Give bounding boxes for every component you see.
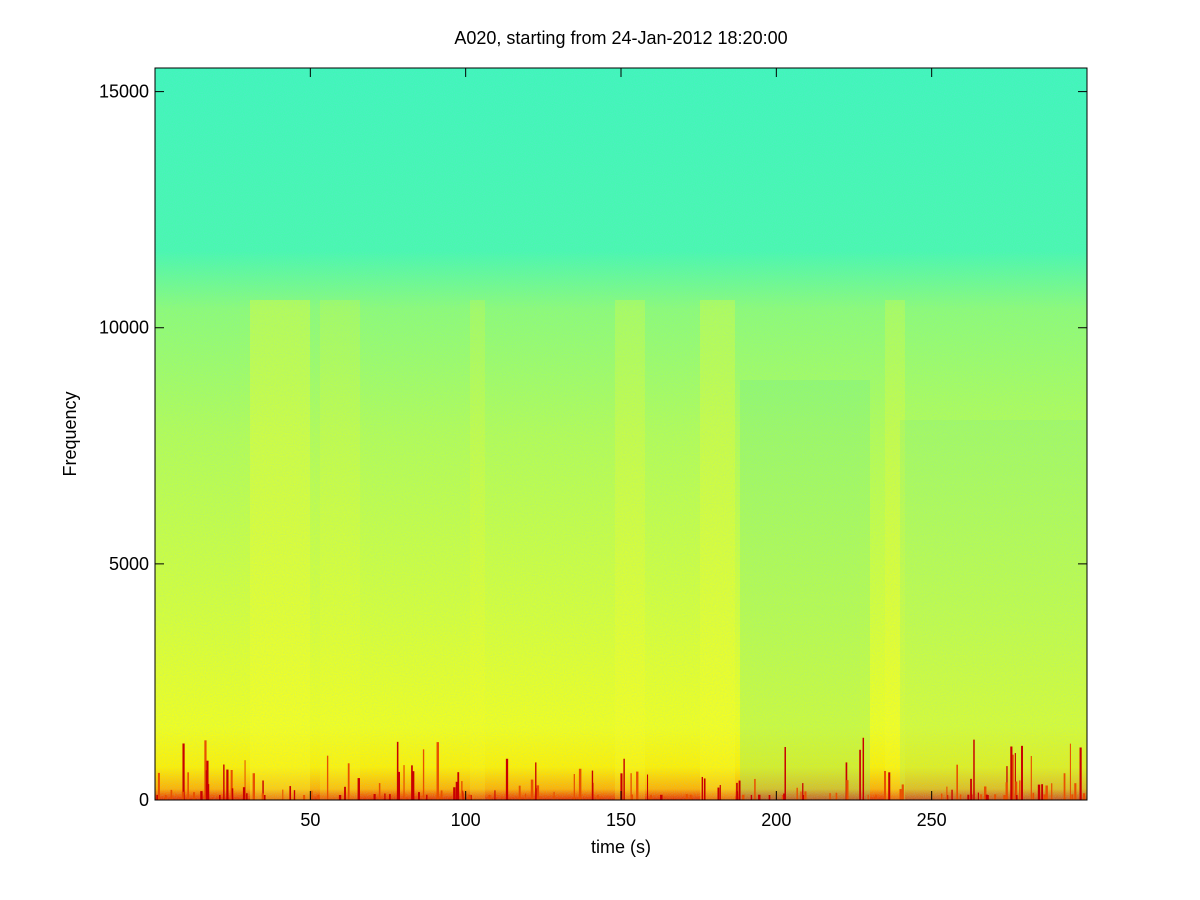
x-tick-label: 200 [761, 810, 791, 830]
x-tick-label: 50 [300, 810, 320, 830]
spectrogram-image [155, 68, 1087, 800]
y-tick-label: 5000 [109, 554, 149, 574]
texture [155, 68, 1087, 800]
x-tick-label: 250 [917, 810, 947, 830]
chart-title: A020, starting from 24-Jan-2012 18:20:00 [454, 28, 787, 48]
x-axis-label: time (s) [591, 837, 651, 857]
y-tick-label: 0 [139, 790, 149, 810]
y-tick-label: 10000 [99, 318, 149, 338]
y-tick-label: 15000 [99, 82, 149, 102]
x-tick-label: 100 [451, 810, 481, 830]
x-tick-label: 150 [606, 810, 636, 830]
y-axis-label: Frequency [60, 391, 80, 476]
